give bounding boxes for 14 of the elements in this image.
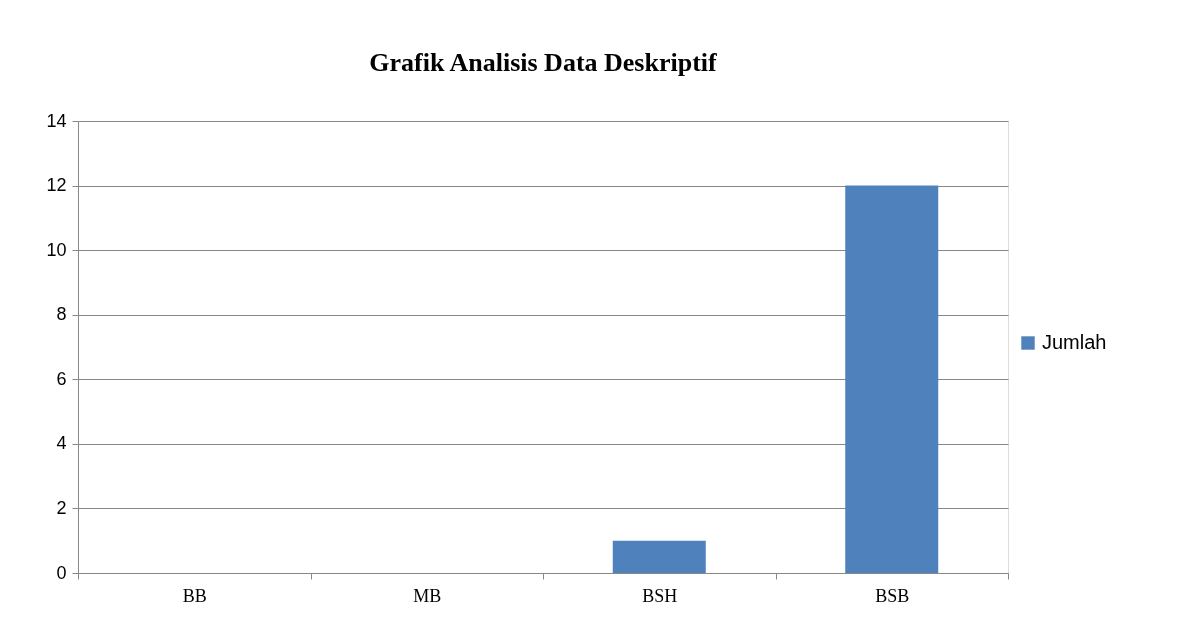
y-tick-label: 4 bbox=[56, 433, 67, 454]
y-tick-label: 10 bbox=[46, 239, 67, 260]
x-tick-label: BSH bbox=[642, 585, 678, 606]
y-tick-label: 8 bbox=[56, 304, 67, 325]
legend-label: Jumlah bbox=[1042, 331, 1107, 353]
chart-title: Grafik Analisis Data Deskriptif bbox=[369, 48, 718, 77]
y-tick-label: 0 bbox=[56, 562, 67, 583]
y-tick-label: 6 bbox=[56, 368, 67, 389]
y-tick-label: 2 bbox=[56, 497, 67, 518]
x-tick-label: MB bbox=[413, 585, 442, 606]
x-tick-label: BSB bbox=[875, 585, 910, 606]
y-tick-label: 14 bbox=[46, 110, 67, 131]
y-tick-label: 12 bbox=[46, 175, 67, 196]
x-tick-label: BB bbox=[182, 585, 207, 606]
